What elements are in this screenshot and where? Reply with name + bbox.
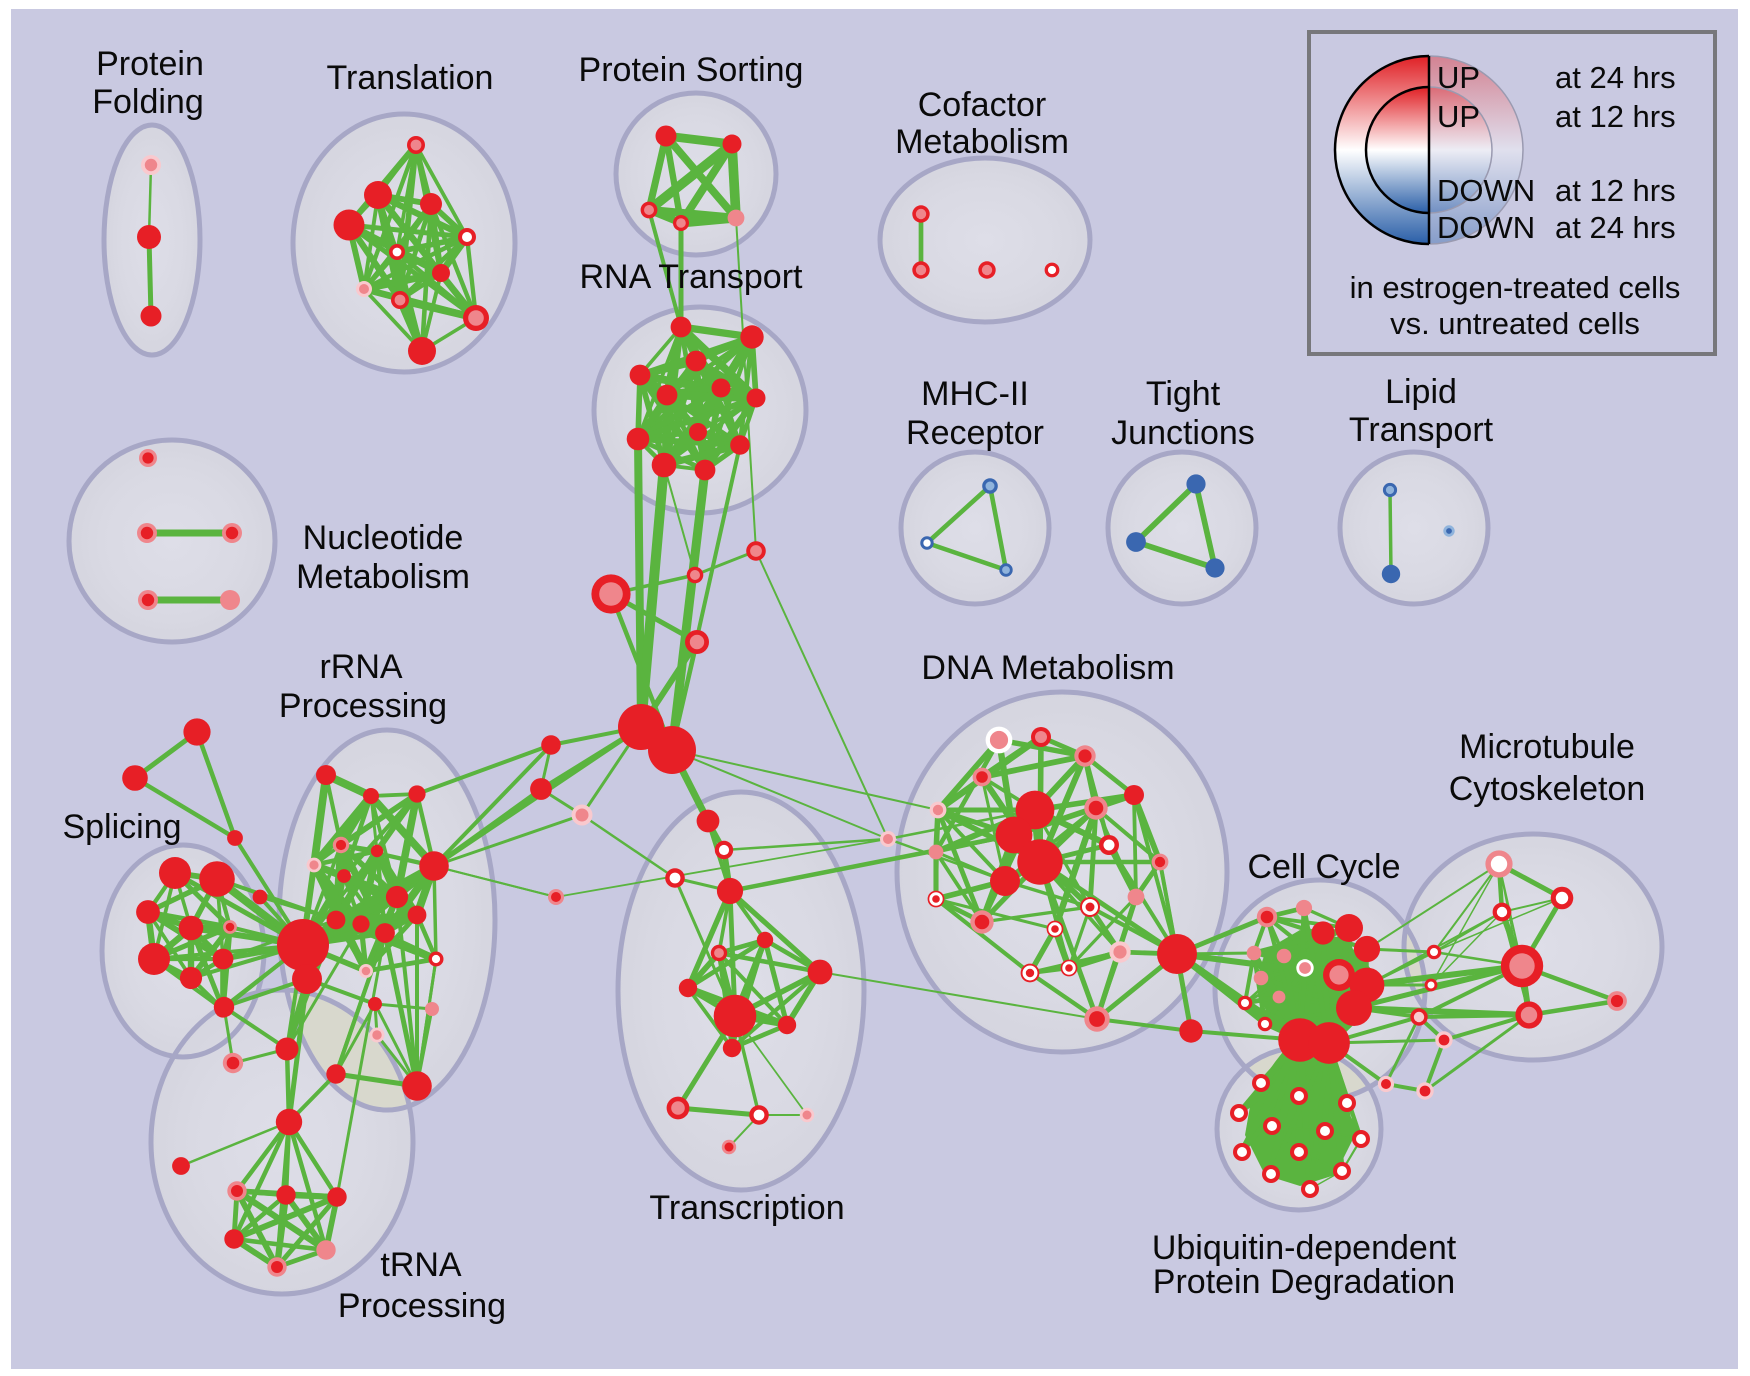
svg-text:Splicing: Splicing	[62, 808, 181, 846]
svg-text:UP: UP	[1437, 60, 1480, 95]
svg-text:Protein Sorting: Protein Sorting	[579, 51, 804, 89]
svg-text:Cell Cycle: Cell Cycle	[1247, 848, 1400, 886]
svg-text:Microtubule: Microtubule	[1459, 728, 1635, 766]
svg-text:Folding: Folding	[92, 83, 204, 121]
svg-text:UP: UP	[1437, 99, 1480, 134]
svg-text:Lipid: Lipid	[1385, 373, 1457, 411]
svg-text:in estrogen-treated cells: in estrogen-treated cells	[1350, 270, 1681, 305]
svg-text:Junctions: Junctions	[1111, 414, 1255, 452]
svg-text:Metabolism: Metabolism	[895, 123, 1069, 161]
svg-text:Cytoskeleton: Cytoskeleton	[1449, 770, 1646, 808]
svg-text:Protein: Protein	[96, 45, 204, 83]
svg-text:Processing: Processing	[279, 687, 447, 725]
svg-text:tRNA: tRNA	[380, 1246, 462, 1284]
svg-text:Cofactor: Cofactor	[918, 86, 1047, 124]
svg-text:Receptor: Receptor	[906, 414, 1044, 452]
svg-text:MHC-II: MHC-II	[921, 375, 1029, 413]
svg-text:at 24 hrs: at 24 hrs	[1555, 60, 1676, 95]
svg-text:Protein Degradation: Protein Degradation	[1153, 1263, 1455, 1301]
svg-text:Ubiquitin-dependent: Ubiquitin-dependent	[1152, 1229, 1457, 1267]
svg-text:vs. untreated cells: vs. untreated cells	[1390, 306, 1640, 341]
svg-text:Tight: Tight	[1146, 375, 1221, 413]
svg-text:RNA Transport: RNA Transport	[580, 258, 804, 296]
svg-text:Translation: Translation	[327, 59, 494, 97]
svg-text:Metabolism: Metabolism	[296, 558, 470, 596]
svg-text:at 12 hrs: at 12 hrs	[1555, 99, 1676, 134]
svg-text:rRNA: rRNA	[319, 648, 402, 686]
svg-text:at 12 hrs: at 12 hrs	[1555, 173, 1676, 208]
svg-text:Nucleotide: Nucleotide	[303, 519, 464, 557]
svg-text:Transcription: Transcription	[649, 1189, 844, 1227]
svg-text:DOWN: DOWN	[1437, 210, 1535, 245]
svg-text:DNA Metabolism: DNA Metabolism	[921, 649, 1174, 687]
svg-text:DOWN: DOWN	[1437, 173, 1535, 208]
svg-text:Transport: Transport	[1349, 411, 1494, 449]
svg-text:Processing: Processing	[338, 1287, 506, 1325]
svg-text:at 24 hrs: at 24 hrs	[1555, 210, 1676, 245]
